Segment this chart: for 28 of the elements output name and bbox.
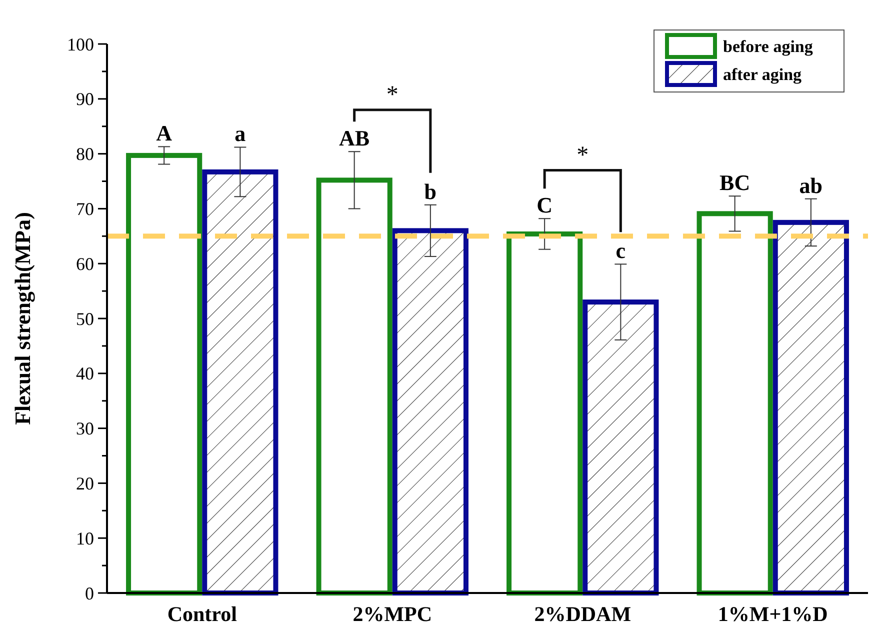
legend-label: after aging	[723, 64, 802, 84]
y-tick-label: 90	[76, 89, 94, 110]
y-tick-label: 20	[76, 474, 94, 494]
y-tick-label: 50	[76, 308, 94, 329]
data-label: A	[156, 120, 172, 146]
y-tick-label: 70	[76, 199, 94, 219]
data-label: c	[616, 238, 626, 264]
y-tick-label: 100	[67, 34, 94, 54]
x-tick-label: 2%MPC	[352, 602, 432, 626]
y-axis-title: Flexual strength(MPa)	[10, 212, 35, 425]
data-label: ab	[799, 172, 823, 198]
y-tick-label: 10	[76, 528, 94, 548]
x-tick-label: 2%DDAM	[534, 602, 632, 626]
data-label: b	[424, 178, 437, 204]
annotation: *	[576, 142, 589, 168]
data-label: BC	[720, 170, 750, 196]
x-tick-label: 1%M+1%D	[718, 602, 828, 626]
y-tick-label: 0	[85, 583, 94, 604]
data-label: C	[536, 192, 553, 218]
x-tick-label: Control	[167, 602, 238, 626]
annotation: *	[386, 82, 398, 108]
y-tick-label: 60	[76, 254, 94, 274]
y-tick-label: 80	[76, 144, 94, 164]
y-tick-label: 40	[76, 364, 94, 384]
y-tick-label: 30	[76, 418, 94, 439]
legend-label: before aging	[723, 36, 814, 56]
data-label: AB	[339, 126, 370, 151]
data-label: a	[234, 121, 246, 146]
